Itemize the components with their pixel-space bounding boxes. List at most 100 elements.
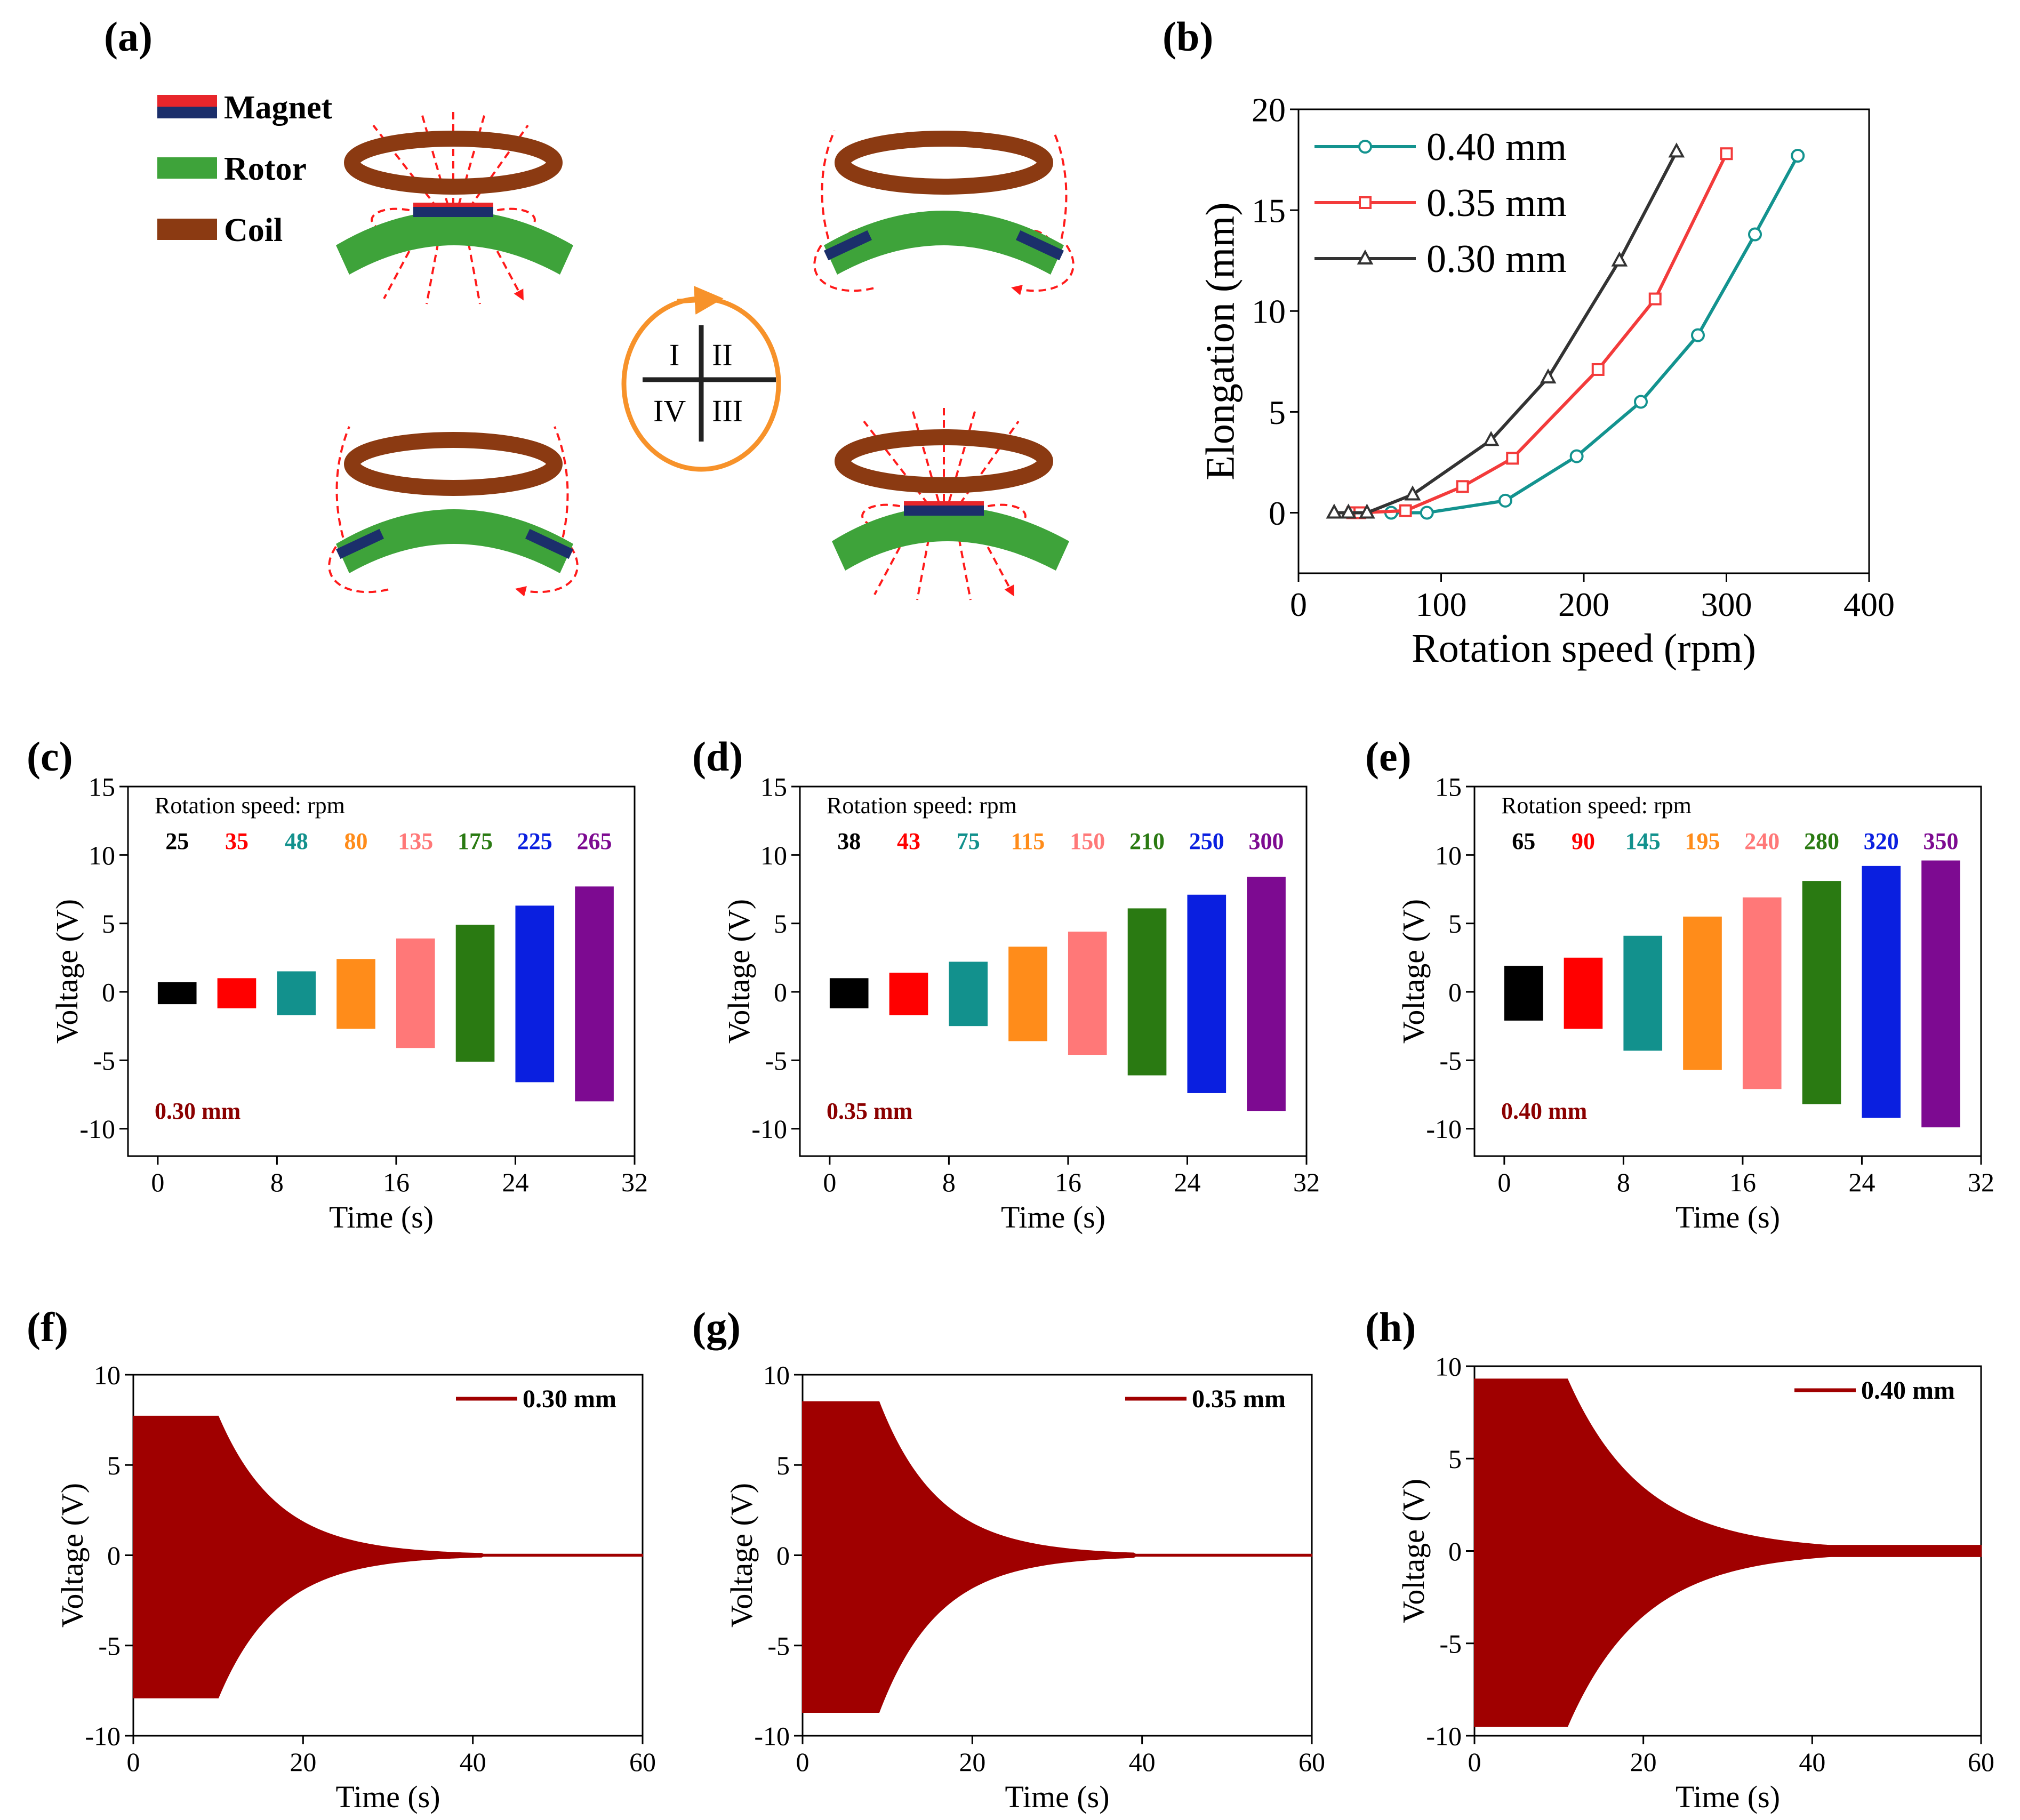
- x-tick-label: 60: [1298, 1747, 1325, 1777]
- speed-label: 210: [1129, 828, 1165, 854]
- voltage-block: [1127, 908, 1167, 1076]
- coil: [835, 131, 1053, 195]
- y-tick-label: 15: [760, 772, 787, 802]
- legend-magnet-label: Magnet: [224, 90, 333, 126]
- y-tick-label: 5: [107, 1450, 121, 1480]
- y-tick-label: 10: [1252, 293, 1286, 331]
- thickness-label: 0.35 mm: [827, 1098, 912, 1124]
- y-tick-label: -5: [765, 1046, 787, 1076]
- x-tick-label: 16: [1055, 1167, 1081, 1197]
- data-point: [1648, 292, 1662, 306]
- speed-label: 195: [1685, 828, 1720, 854]
- x-axis-title: Time (s): [1005, 1779, 1109, 1814]
- plot-frame: [127, 785, 636, 1157]
- panel-f-label: (f): [27, 1304, 68, 1350]
- speed-label: 80: [344, 828, 368, 854]
- speed-label: 48: [285, 828, 308, 854]
- state-III: [832, 405, 1069, 600]
- speed-label: 65: [1512, 828, 1535, 854]
- voltage-block: [1802, 881, 1841, 1104]
- coil-swatch: [157, 219, 217, 240]
- y-axis-title: Voltage (V): [1396, 1479, 1431, 1623]
- y-tick-label: -10: [1426, 1114, 1462, 1144]
- y-tick-label: 0: [774, 977, 787, 1007]
- voltage-block: [1742, 897, 1782, 1089]
- x-tick-label: 32: [1293, 1167, 1320, 1197]
- magnet-face: [904, 501, 984, 506]
- data-point: [1506, 452, 1519, 465]
- plot-frame: [799, 785, 1308, 1157]
- magnet-right: [525, 528, 574, 559]
- legend-label: 0.30 mm: [1426, 237, 1567, 281]
- legend-label: 0.40 mm: [1426, 125, 1567, 169]
- rotor-arc: [336, 211, 573, 275]
- x-tick-label: 0: [796, 1747, 809, 1777]
- data-point: [1569, 449, 1584, 463]
- rotor-arc: [832, 507, 1069, 571]
- field-lines: [861, 405, 1027, 600]
- rotor-arc: [336, 509, 573, 573]
- x-axis-title: Time (s): [1676, 1200, 1780, 1234]
- panel-a-label: (a): [104, 13, 153, 60]
- coil: [344, 432, 563, 496]
- data-point: [1791, 149, 1805, 163]
- speed-label: 225: [517, 828, 552, 854]
- voltage-block: [515, 905, 555, 1083]
- panel-a: (a) Magnet Rotor Coil: [104, 13, 1075, 600]
- thickness-label: 0.40 mm: [1501, 1098, 1587, 1124]
- x-tick-label: 8: [1617, 1167, 1630, 1197]
- panel-b-label: (b): [1163, 13, 1213, 60]
- data-point: [1498, 493, 1512, 508]
- speed-label: 300: [1249, 828, 1284, 854]
- y-tick-label: 0: [776, 1541, 790, 1570]
- voltage-block: [1862, 865, 1901, 1118]
- speed-title: Rotation speed: rpm: [827, 792, 1017, 819]
- y-tick-label: -5: [98, 1631, 121, 1661]
- coil: [344, 131, 563, 195]
- voltage-block: [889, 973, 928, 1015]
- x-tick-label: 300: [1701, 586, 1752, 623]
- y-tick-label: 0: [102, 977, 115, 1007]
- legend-marker: [1359, 196, 1372, 209]
- x-tick-label: 60: [1968, 1747, 1994, 1777]
- y-tick-label: 15: [1252, 192, 1286, 230]
- y-tick-label: 10: [1435, 1352, 1462, 1382]
- x-tick-label: 40: [1129, 1747, 1156, 1777]
- x-tick-label: 24: [502, 1167, 528, 1197]
- panel-h-label: (h): [1365, 1304, 1416, 1350]
- voltage-chart-c: 0 8 16 24 32 -10 -5 0 5 10 15 Time (s) Voltage (V) Ro…: [50, 772, 648, 1235]
- x-axis-title: Rotation speed (rpm): [1412, 626, 1756, 671]
- x-tick-label: 40: [1799, 1747, 1825, 1777]
- legend-marker: [1358, 140, 1372, 154]
- y-tick-label: 5: [1448, 909, 1462, 939]
- quadrant-II: II: [712, 338, 733, 372]
- y-tick-label: 10: [760, 840, 787, 870]
- y-tick-label: 5: [1448, 1444, 1462, 1474]
- x-axis-title: Time (s): [1676, 1779, 1780, 1814]
- x-tick-label: 8: [942, 1167, 956, 1197]
- data-point: [1482, 431, 1500, 446]
- speed-title: Rotation speed: rpm: [155, 792, 345, 819]
- decay-chart-g: 0 20 40 60 -10 -5 0 5 10 Time (s) Voltage (V) 0.35 …: [724, 1360, 1325, 1815]
- panel-g-label: (g): [692, 1304, 741, 1350]
- voltage-block: [575, 886, 614, 1102]
- speed-label: 90: [1572, 828, 1595, 854]
- x-axis-title: Time (s): [335, 1779, 440, 1814]
- field-lines: [371, 109, 536, 304]
- voltage-chart-d: 0 8 16 24 32 -10 -5 0 5 10 15 Time (s) Voltage (V) Ro…: [722, 772, 1320, 1235]
- x-tick-label: 16: [1729, 1167, 1756, 1197]
- magnet-swatch-blue: [157, 107, 217, 118]
- y-tick-label: 0: [1448, 977, 1462, 1007]
- quadrant-I: I: [669, 338, 679, 372]
- y-tick-label: 5: [102, 909, 115, 939]
- voltage-block: [1683, 916, 1722, 1070]
- data-point: [1340, 503, 1357, 519]
- voltage-block: [1247, 877, 1286, 1111]
- state-I: [336, 109, 573, 304]
- x-tick-label: 32: [621, 1167, 648, 1197]
- y-axis-title: Elongation (mm): [1198, 202, 1243, 480]
- voltage-block: [455, 925, 495, 1062]
- voltage-block: [1921, 860, 1960, 1128]
- data-point: [1634, 395, 1648, 409]
- speed-label: 38: [837, 828, 861, 854]
